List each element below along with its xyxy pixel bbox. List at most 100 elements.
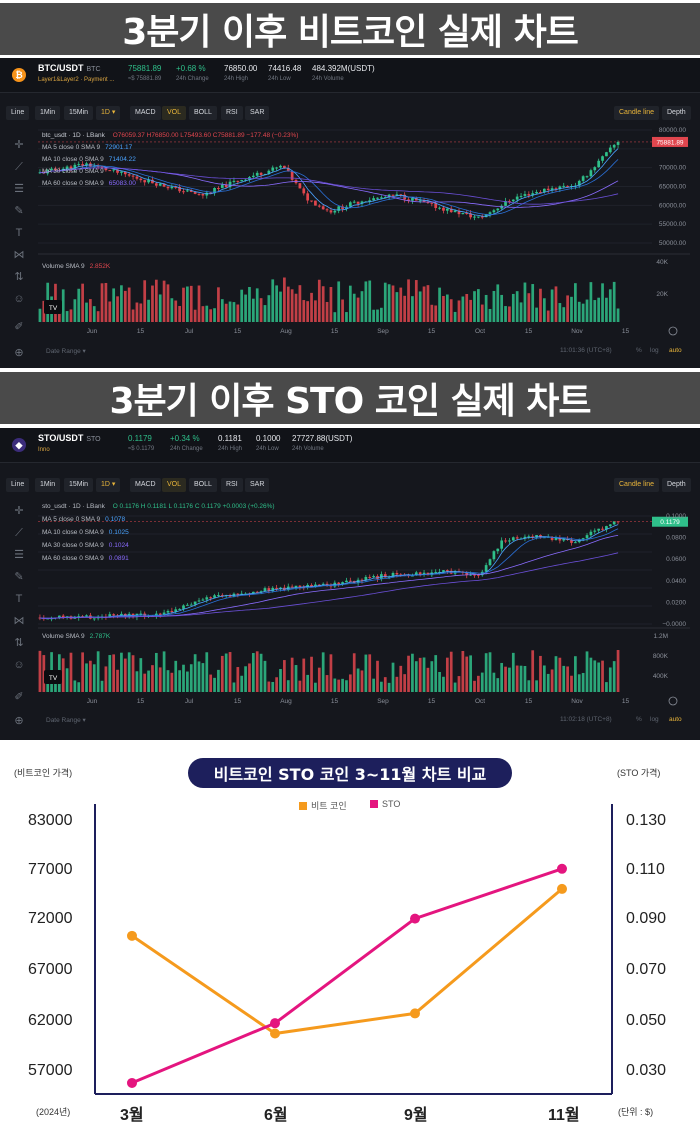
tb-candle-line[interactable]: Candle line [614,106,660,120]
pair-name[interactable]: STO/USDT STO [38,433,101,443]
candle-body [434,203,438,208]
candle-body [612,521,616,525]
text-icon[interactable]: T [15,593,23,605]
candle-body [515,196,519,200]
volume-bar [139,658,143,692]
measure-icon[interactable]: ⇅ [14,637,24,649]
emoji-icon[interactable]: ☺ [13,659,25,671]
crosshair-icon[interactable]: ✛ [14,505,24,517]
x-axis-label: Oct [475,328,485,335]
candle-body [174,186,178,188]
tb-interval-1d[interactable]: 1D ▾ [96,106,121,120]
tb-boll[interactable]: BOLL [189,478,217,492]
volume-bar [120,652,123,692]
volume-bar [251,653,255,692]
volume-bar [577,301,581,322]
tb-rsi[interactable]: RSI [221,106,243,120]
tb-boll[interactable]: BOLL [189,106,217,120]
candle-body [116,169,119,173]
ytick-right: 0.110 [626,861,665,878]
volume-bar [275,677,278,692]
volume-axis-label: 400K [653,673,669,680]
horizontal-lines-icon[interactable]: ☰ [14,549,24,561]
ruler-icon[interactable]: ✐ [14,691,24,703]
trendline-icon[interactable]: ⟋ [15,527,23,539]
volume-bar [395,292,399,322]
tb-line[interactable]: Line [6,106,30,120]
tb-sar[interactable]: SAR [245,106,270,120]
tb-candle-line[interactable]: Candle line [614,478,660,492]
ytick-left: 57000 [28,1062,73,1079]
percent-toggle[interactable]: % [636,716,642,723]
tb-15min[interactable]: 15Min [64,478,94,492]
tb-interval-1d[interactable]: 1D ▾ [96,478,121,492]
ma-line [39,167,619,205]
volume-bar [500,294,504,322]
crosshair-icon[interactable]: ✛ [14,139,24,151]
tb-1min[interactable]: 1Min [35,478,61,492]
volume-bar [294,665,298,692]
volume-bar [131,309,135,322]
emoji-icon[interactable]: ☺ [13,293,25,305]
tb-vol[interactable]: VOL [162,478,187,492]
candle-body [414,572,418,576]
24h-low: 0.1000 24h Low [256,434,281,452]
volume-bar [228,652,232,692]
volume-bar [473,291,476,322]
brush-icon[interactable]: ✎ [14,205,24,217]
auto-toggle[interactable]: auto [669,347,682,354]
candle-body [341,206,344,210]
pattern-icon[interactable]: ⋈ [13,615,25,627]
y-axis-label: 80000.00 [659,127,686,134]
tb-depth[interactable]: Depth [662,106,691,120]
log-toggle[interactable]: log [650,716,659,723]
volume-bar [469,655,472,692]
volume-bar [395,676,399,692]
tb-line[interactable]: Line [6,478,30,492]
volume-bar [616,308,620,322]
tb-1min[interactable]: 1Min [35,106,61,120]
text-icon[interactable]: T [15,227,23,239]
sto-point [410,913,420,924]
date-range-button[interactable]: Date Range ▾ [46,348,86,355]
volume-bar [399,287,403,322]
ma10-legend: MA 10 close 0 SMA 9 71404.22 [42,156,136,163]
tb-15min[interactable]: 15Min [64,106,94,120]
tb-macd[interactable]: MACD [130,106,161,120]
measure-icon[interactable]: ⇅ [14,271,24,283]
right-axis-label: (STO 가격) [617,768,661,778]
x-axis-label: Jun [87,328,98,335]
log-toggle[interactable]: log [650,347,659,354]
tb-depth[interactable]: Depth [662,478,691,492]
candle-body [271,167,275,171]
candle-body [267,588,271,592]
trendline-icon[interactable]: ⟋ [15,161,23,173]
candle-body [213,595,216,598]
auto-toggle[interactable]: auto [669,716,682,723]
tb-macd[interactable]: MACD [130,478,161,492]
btc-candle-chart[interactable]: 75881.89 80000.00 70000.00 65000.00 60000.00… [0,58,700,368]
volume-bar [597,662,601,692]
volume-bar [182,287,185,322]
horizontal-lines-icon[interactable]: ☰ [14,183,24,195]
x-axis-label: 15 [428,328,436,335]
24h-volume: 27727.88(USDT) 24h Volume [292,434,353,452]
volume-bar [535,307,538,322]
pair-name[interactable]: BTC/USDT BTC [38,63,101,73]
percent-toggle[interactable]: % [636,347,642,354]
zoom-icon[interactable]: ⊕ [14,347,24,359]
zoom-icon[interactable]: ⊕ [14,715,24,727]
date-range-button[interactable]: Date Range ▾ [46,717,86,724]
tb-sar[interactable]: SAR [245,478,270,492]
tb-rsi[interactable]: RSI [221,478,243,492]
sto-point [557,863,567,874]
brush-icon[interactable]: ✎ [14,571,24,583]
volume-bar [562,307,566,322]
candle-body [496,548,500,552]
pattern-icon[interactable]: ⋈ [13,249,25,261]
y-axis-label: −0.0000 [662,621,686,628]
tb-vol[interactable]: VOL [162,106,187,120]
ruler-icon[interactable]: ✐ [14,321,24,333]
candle-body [255,591,259,593]
